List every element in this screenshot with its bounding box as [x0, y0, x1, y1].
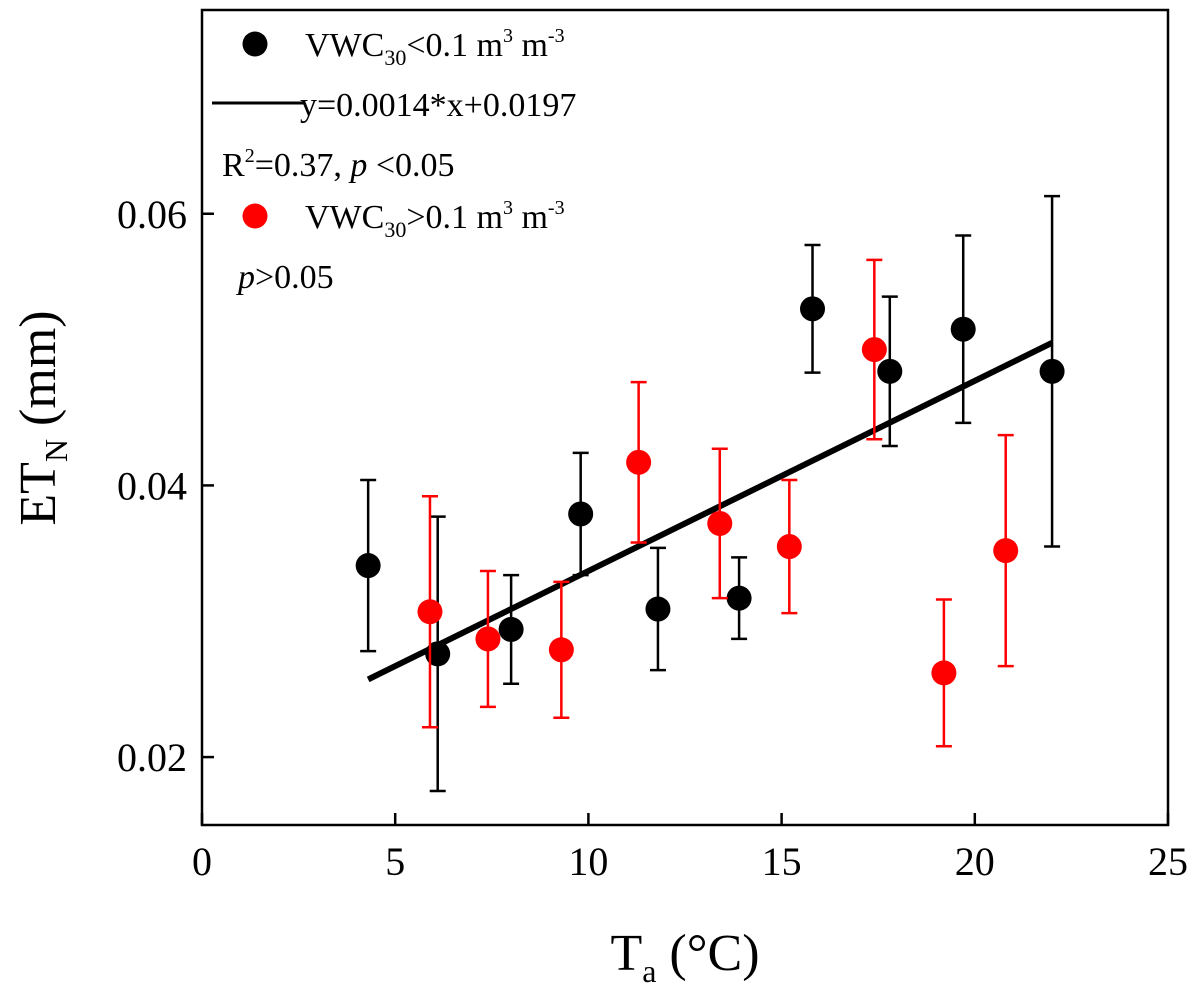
axis-ticks: 0 5 10 15 20 25 0.02 0.04 0.06 — [117, 192, 1188, 884]
point-marker — [548, 637, 574, 663]
legend-marker-red — [242, 203, 268, 229]
data-point-black — [726, 556, 752, 641]
data-point-red — [548, 580, 574, 719]
point-marker — [568, 501, 594, 527]
data-point-red — [931, 598, 957, 748]
data-point-red — [776, 478, 802, 615]
data-point-red — [417, 495, 443, 729]
regression-line — [366, 340, 1054, 683]
point-marker — [800, 296, 826, 322]
legend-label-black: VWC30<0.1 m3 m-3 — [305, 25, 565, 70]
point-marker — [950, 316, 976, 342]
data-point-black — [877, 295, 903, 448]
x-axis-title: Ta (°C) — [610, 925, 759, 989]
data-point-red — [993, 433, 1019, 668]
data-point-black — [800, 243, 826, 374]
data-point-red — [707, 447, 733, 600]
data-point-red — [626, 380, 652, 544]
y-tick-label: 0.06 — [117, 192, 187, 237]
y-tick-label: 0.04 — [117, 463, 187, 508]
point-marker — [861, 337, 887, 363]
point-marker — [931, 660, 957, 686]
data-point-red — [861, 258, 887, 441]
x-tick-label: 20 — [955, 839, 995, 884]
point-marker — [475, 626, 501, 652]
x-tick-label: 15 — [762, 839, 802, 884]
x-tick-label: 10 — [568, 839, 608, 884]
y-axis-title: ETN (mm) — [10, 310, 74, 525]
point-marker — [776, 534, 802, 560]
legend-fit-equation: y=0.0014*x+0.0197 — [300, 87, 576, 124]
point-marker — [626, 449, 652, 475]
legend-marker-black — [242, 31, 268, 57]
x-tick-label: 5 — [385, 839, 405, 884]
data-points-layer — [355, 194, 1065, 793]
point-marker — [993, 538, 1019, 564]
data-point-black — [355, 478, 381, 653]
data-point-black — [425, 515, 451, 793]
data-point-black — [498, 573, 524, 685]
regression-fit-layer — [366, 340, 1054, 683]
point-marker — [645, 596, 671, 622]
point-marker — [417, 599, 443, 625]
data-point-black — [950, 234, 976, 425]
legend-stats-red: p>0.05 — [236, 259, 334, 296]
plot-area-frame — [200, 8, 1170, 827]
point-marker — [726, 585, 752, 611]
point-marker — [498, 616, 524, 642]
legend-stats-black: R2=0.37, p <0.05 — [222, 145, 455, 184]
data-point-black — [645, 546, 671, 672]
point-marker — [355, 553, 381, 579]
point-marker — [425, 641, 451, 667]
point-marker — [877, 358, 903, 384]
y-tick-label: 0.02 — [117, 735, 187, 780]
point-marker — [1039, 358, 1065, 384]
legend: VWC30<0.1 m3 m-3 y=0.0014*x+0.0197 R2=0.… — [212, 25, 576, 296]
point-marker — [707, 510, 733, 536]
x-tick-label: 25 — [1148, 839, 1188, 884]
data-point-black — [1039, 194, 1065, 548]
data-point-red — [475, 569, 501, 709]
legend-label-red: VWC30>0.1 m3 m-3 — [305, 197, 565, 242]
x-tick-label: 0 — [192, 839, 212, 884]
data-point-black — [568, 451, 594, 577]
